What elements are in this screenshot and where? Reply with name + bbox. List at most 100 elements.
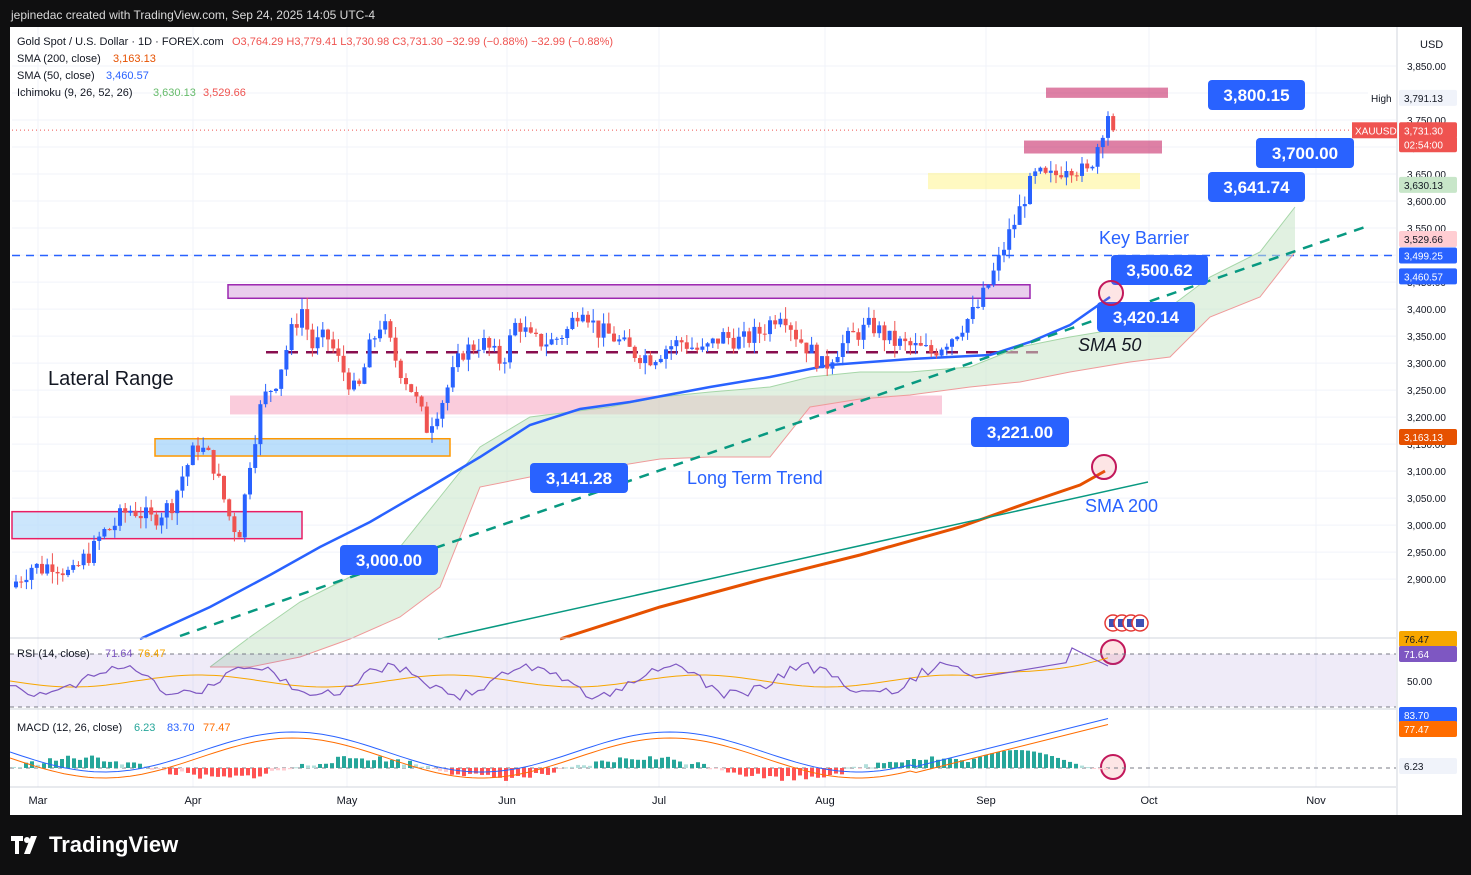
candle-body [263, 391, 268, 405]
candle-body [783, 318, 788, 326]
chart-canvas[interactable]: 3,800.15 3,700.00 3,641.74 3,500.62 3,420.14… [10, 27, 1462, 815]
macd-hist-bar [336, 756, 340, 768]
candle-body [705, 343, 710, 347]
tag-macd-hist-bg [1399, 758, 1457, 774]
candle-body [960, 332, 965, 337]
macd-hist-bar [396, 759, 400, 768]
macd-hist-bar [732, 768, 736, 773]
price-axis: USD 2,900.00 2,950.00 3,000.00 3,050.00 3,100… [1352, 27, 1462, 815]
candle-body [331, 339, 336, 349]
candle-body [1017, 206, 1022, 225]
candle-body [612, 333, 616, 342]
callout-3700: 3,700.00 [1256, 138, 1354, 168]
candle-body [86, 553, 91, 563]
candle-body [877, 325, 882, 334]
candle-body [497, 345, 502, 364]
legend-ohlc: O3,764.29 H3,779.41 L3,730.98 C3,731.30 … [232, 36, 613, 48]
y-tick-label: 3,200.00 [1407, 413, 1446, 424]
candle-body [24, 579, 29, 583]
tag-macd-line-bg [1399, 707, 1457, 723]
macd-hist-bar [54, 760, 58, 768]
candle-body [991, 270, 996, 285]
macd-hist-bar [846, 767, 850, 769]
candle-body [320, 329, 325, 338]
candle-body [393, 337, 398, 361]
x-tick-label: Sep [976, 795, 996, 807]
candle-body [471, 344, 476, 351]
macd-hist-bar [1080, 765, 1084, 768]
macd-hist-bar [420, 766, 424, 768]
macd-hist-bar [912, 758, 916, 768]
macd-hist-bar [576, 764, 580, 768]
candle-body [414, 391, 419, 397]
candle-body [804, 342, 809, 354]
candle-body [378, 329, 382, 339]
candle-body [346, 372, 351, 390]
macd-hist-bar [360, 758, 364, 768]
legend: Gold Spot / U.S. Dollar · 1D · FOREX.com… [17, 36, 613, 734]
tag-rsi-ma-bg [1399, 631, 1457, 647]
candle-body [913, 343, 918, 346]
macd-hist-bar [1038, 752, 1042, 768]
macd-hist-bar [342, 756, 346, 768]
candle-body [898, 338, 902, 346]
candle-body [175, 490, 180, 514]
macd-hist-bar [540, 768, 544, 774]
candle-body [721, 332, 726, 344]
macd-hist-bar [270, 768, 274, 771]
candle-body [50, 564, 55, 572]
macd-hist-bar [738, 768, 742, 775]
candle-body [565, 328, 570, 339]
y-tick-label: 3,550.00 [1407, 224, 1446, 235]
event-flag-icon [1109, 619, 1117, 627]
macd-hist-bar [1044, 754, 1048, 768]
candle-body [1054, 170, 1058, 176]
macd-hist-bar [174, 768, 178, 775]
legend-macd-line: 83.70 [167, 722, 195, 734]
candle-body [102, 529, 107, 537]
candle-body [944, 346, 949, 350]
macd-hist-bar [72, 758, 76, 768]
macd-hist-bar [492, 768, 496, 778]
candle-body [591, 320, 596, 323]
macd-hist-bar [1050, 756, 1054, 768]
macd-hist-bar [306, 765, 310, 768]
chart-frame[interactable]: 3,800.15 3,700.00 3,641.74 3,500.62 3,420.14… [10, 27, 1462, 815]
candle-body [232, 516, 237, 533]
x-tick-label: Mar [29, 795, 48, 807]
callout-3800-label: 3,800.15 [1223, 86, 1289, 105]
candle-body [336, 348, 341, 356]
candle-body [965, 319, 970, 333]
x-tick-label: Jun [498, 795, 516, 807]
candle-body [830, 362, 835, 369]
macd-hist-bar [300, 763, 304, 768]
macd-hist-bar [222, 768, 226, 777]
macd-hist-bar [852, 766, 856, 768]
candle-body [274, 388, 278, 391]
candle-body [268, 390, 273, 392]
tag-sma50: 3,460.57 [1404, 272, 1443, 283]
macd-hist-bar [588, 765, 592, 768]
macd-hist-bar [528, 768, 532, 778]
macd-hist-bar [84, 757, 88, 768]
macd-hist-bar [660, 757, 664, 768]
candle-body [934, 352, 939, 356]
candle-body [367, 339, 372, 368]
candle-body [825, 356, 830, 369]
candle-body [81, 553, 86, 566]
candle-body [851, 330, 856, 333]
macd-hist-bar [618, 757, 622, 768]
callout-3500-box [1111, 255, 1208, 285]
macd-hist-bar [414, 764, 418, 768]
candle-body [778, 318, 783, 325]
x-tick-label: May [337, 795, 358, 807]
candle-body [201, 447, 206, 452]
macd-hist-bar [114, 761, 118, 768]
zone-3141 [154, 437, 451, 457]
macd-hist-bar [252, 768, 256, 779]
candle-body [211, 450, 216, 474]
callout-3641: 3,641.74 [1208, 172, 1305, 202]
macd-hist-bar [870, 767, 874, 769]
candle-body [882, 325, 887, 341]
macd-hist-bar [864, 764, 868, 768]
